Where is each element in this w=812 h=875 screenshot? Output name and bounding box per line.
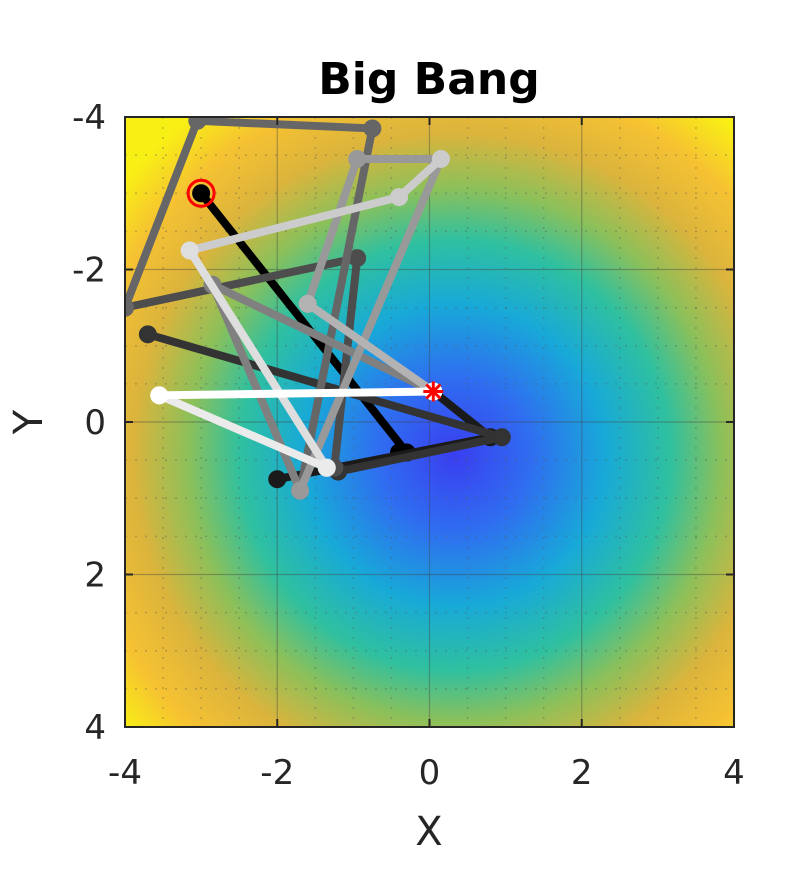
series-layer xyxy=(125,117,511,500)
series-point xyxy=(291,481,310,500)
series-point xyxy=(492,428,511,447)
y-tick-label: -4 xyxy=(72,98,106,138)
x-tick-label: 4 xyxy=(723,753,745,793)
x-ticks: -4 -2 0 2 4 xyxy=(108,117,745,793)
x-axis-label: X xyxy=(415,809,442,855)
y-tick-label: 4 xyxy=(84,708,106,748)
series-point xyxy=(125,298,134,317)
series-point xyxy=(138,325,157,344)
x-tick-label: -4 xyxy=(108,753,142,793)
series-line-5 xyxy=(125,117,377,495)
series-point xyxy=(268,470,287,489)
series-point xyxy=(363,119,382,138)
y-tick-label: -2 xyxy=(72,251,106,291)
series-line-12 xyxy=(155,387,438,400)
series-point xyxy=(431,149,450,168)
y-ticks: -4 -2 0 2 4 xyxy=(72,98,734,748)
marker-layer xyxy=(186,178,444,402)
series-point xyxy=(317,458,336,477)
y-axis-label: Y xyxy=(6,409,52,435)
series-point xyxy=(188,117,207,130)
plot-area xyxy=(124,116,735,728)
series-point xyxy=(150,386,169,405)
start-marker xyxy=(186,178,216,208)
y-tick-label: 2 xyxy=(84,556,106,596)
series-point xyxy=(390,188,409,207)
x-tick-label: 2 xyxy=(571,753,593,793)
chart-title: Big Bang xyxy=(318,54,539,105)
x-tick-label: -2 xyxy=(260,753,294,793)
series-line-11 xyxy=(155,391,331,472)
series-point xyxy=(180,241,199,260)
best-marker xyxy=(423,381,444,402)
series-point xyxy=(192,184,211,203)
series-point xyxy=(298,294,317,313)
series-point xyxy=(348,149,367,168)
best-marker-stroke xyxy=(425,383,442,400)
series-line-7 xyxy=(296,154,445,495)
series-line-10 xyxy=(185,246,331,472)
series-point xyxy=(348,249,367,268)
series-line-8 xyxy=(303,299,438,396)
y-tick-label: 0 xyxy=(84,403,106,443)
x-tick-label: 0 xyxy=(419,753,441,793)
